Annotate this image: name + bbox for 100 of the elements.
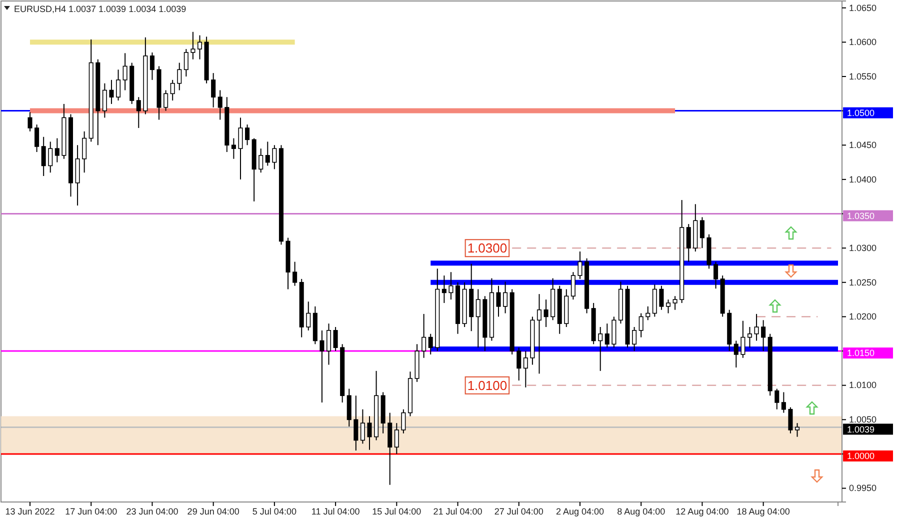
y-tick-label: 1.0650 bbox=[849, 2, 877, 13]
candlestick bbox=[659, 285, 664, 310]
candlestick bbox=[245, 124, 250, 146]
candlestick bbox=[428, 333, 433, 355]
candlestick bbox=[258, 148, 264, 174]
candlestick bbox=[570, 272, 576, 300]
x-tick-label: 12 Aug 04:00 bbox=[676, 506, 729, 516]
candlestick bbox=[496, 285, 501, 318]
series-label: 1.0300 bbox=[467, 240, 508, 256]
candlestick bbox=[666, 299, 671, 314]
candlestick bbox=[150, 52, 154, 80]
x-tick-label: 18 Aug 04:00 bbox=[736, 506, 790, 516]
candlestick bbox=[326, 323, 332, 366]
candlestick bbox=[774, 388, 780, 410]
candlestick bbox=[578, 251, 582, 280]
ref-line-label: 1.0500 bbox=[847, 108, 875, 118]
candlestick bbox=[754, 313, 759, 342]
candlestick bbox=[632, 326, 637, 352]
candlestick bbox=[82, 130, 87, 174]
y-tick-label: 1.0100 bbox=[849, 380, 877, 390]
candlestick bbox=[734, 340, 738, 368]
candlestick bbox=[116, 69, 121, 102]
candlestick bbox=[672, 296, 678, 310]
y-tick-label: 1.0250 bbox=[849, 277, 877, 288]
x-tick-label: 2 Aug 04:00 bbox=[556, 506, 604, 516]
candlestick bbox=[109, 79, 114, 104]
candlestick bbox=[238, 117, 243, 180]
candlestick bbox=[794, 422, 800, 438]
x-tick-label: 15 Jul 04:00 bbox=[372, 506, 422, 516]
x-tick-label: 23 Jun 04:00 bbox=[126, 506, 178, 516]
candlestick bbox=[272, 144, 277, 170]
candlestick bbox=[544, 299, 548, 328]
candlestick bbox=[265, 141, 270, 166]
candlestick bbox=[394, 422, 399, 454]
candlestick bbox=[320, 330, 324, 403]
candlestick bbox=[476, 288, 480, 348]
ref-line-label: 1.0150 bbox=[847, 348, 875, 358]
candlestick bbox=[190, 31, 196, 60]
candlestick bbox=[292, 261, 298, 286]
candlestick bbox=[122, 52, 128, 91]
x-tick-label: 17 Jun 04:00 bbox=[65, 506, 118, 516]
y-tick-label: 1.0550 bbox=[849, 71, 877, 82]
ref-line-label: 1.0039 bbox=[847, 424, 875, 434]
x-tick-label: 8 Aug 04:00 bbox=[617, 506, 666, 516]
candlestick bbox=[48, 141, 53, 174]
candlestick bbox=[523, 350, 528, 388]
x-tick-label: 27 Jul 04:00 bbox=[494, 506, 544, 516]
candlestick bbox=[306, 301, 311, 331]
x-tick-label: 29 Jun 04:00 bbox=[187, 506, 240, 516]
candlestick bbox=[360, 408, 365, 444]
candlestick bbox=[41, 136, 46, 177]
candlestick bbox=[781, 392, 786, 414]
candlestick bbox=[646, 306, 650, 321]
candlestick bbox=[740, 320, 746, 358]
y-tick-label: 0.9950 bbox=[849, 483, 877, 494]
candlestick bbox=[170, 79, 175, 102]
y-tick-label: 1.0600 bbox=[849, 37, 877, 48]
candlestick bbox=[218, 90, 222, 120]
candlestick bbox=[184, 48, 188, 77]
candlestick bbox=[54, 138, 60, 163]
candlestick bbox=[761, 320, 766, 352]
candlestick bbox=[367, 416, 372, 450]
candlestick bbox=[714, 261, 718, 290]
candlestick bbox=[102, 82, 107, 118]
candlestick bbox=[604, 323, 610, 348]
x-tick-label: 21 Jul 04:00 bbox=[433, 506, 482, 516]
y-tick-label: 1.0300 bbox=[849, 242, 877, 253]
x-tick-label: 13 Jun 2022 bbox=[5, 506, 55, 516]
candlestick bbox=[638, 312, 644, 338]
y-tick-label: 1.0400 bbox=[849, 174, 877, 184]
candlestick bbox=[516, 347, 522, 382]
candlestick bbox=[197, 34, 202, 60]
candlestick bbox=[686, 224, 691, 262]
candlestick bbox=[354, 395, 358, 452]
chart-title: EURUSD,H4 1.0037 1.0039 1.0034 1.0039 bbox=[14, 4, 186, 14]
candlestick bbox=[503, 281, 508, 314]
candlestick bbox=[747, 326, 752, 348]
y-tick-label: 1.0050 bbox=[849, 414, 877, 425]
candlestick bbox=[536, 294, 542, 374]
ref-line-label: 1.0350 bbox=[847, 210, 875, 221]
candlestick bbox=[136, 96, 141, 128]
candlestick bbox=[333, 326, 338, 352]
candlestick bbox=[422, 313, 426, 358]
candlestick bbox=[442, 275, 446, 304]
x-tick-label: 5 Jul 04:00 bbox=[252, 506, 296, 516]
candlestick bbox=[164, 90, 168, 112]
y-tick-label: 1.0200 bbox=[849, 312, 877, 322]
series-label: 1.0100 bbox=[467, 378, 508, 393]
ref-line-label: 1.0000 bbox=[847, 451, 875, 462]
candlestick bbox=[211, 72, 216, 108]
candlestick bbox=[598, 326, 603, 372]
candlestick bbox=[700, 216, 704, 249]
candlestick bbox=[448, 272, 454, 300]
x-tick-label: 11 Jul 04:00 bbox=[311, 506, 360, 516]
candlestick bbox=[28, 112, 32, 132]
y-tick-label: 1.0450 bbox=[849, 140, 877, 150]
candlestick bbox=[177, 62, 182, 91]
candlestick bbox=[401, 408, 406, 434]
candlestick bbox=[231, 138, 236, 160]
candlestick bbox=[34, 124, 40, 152]
